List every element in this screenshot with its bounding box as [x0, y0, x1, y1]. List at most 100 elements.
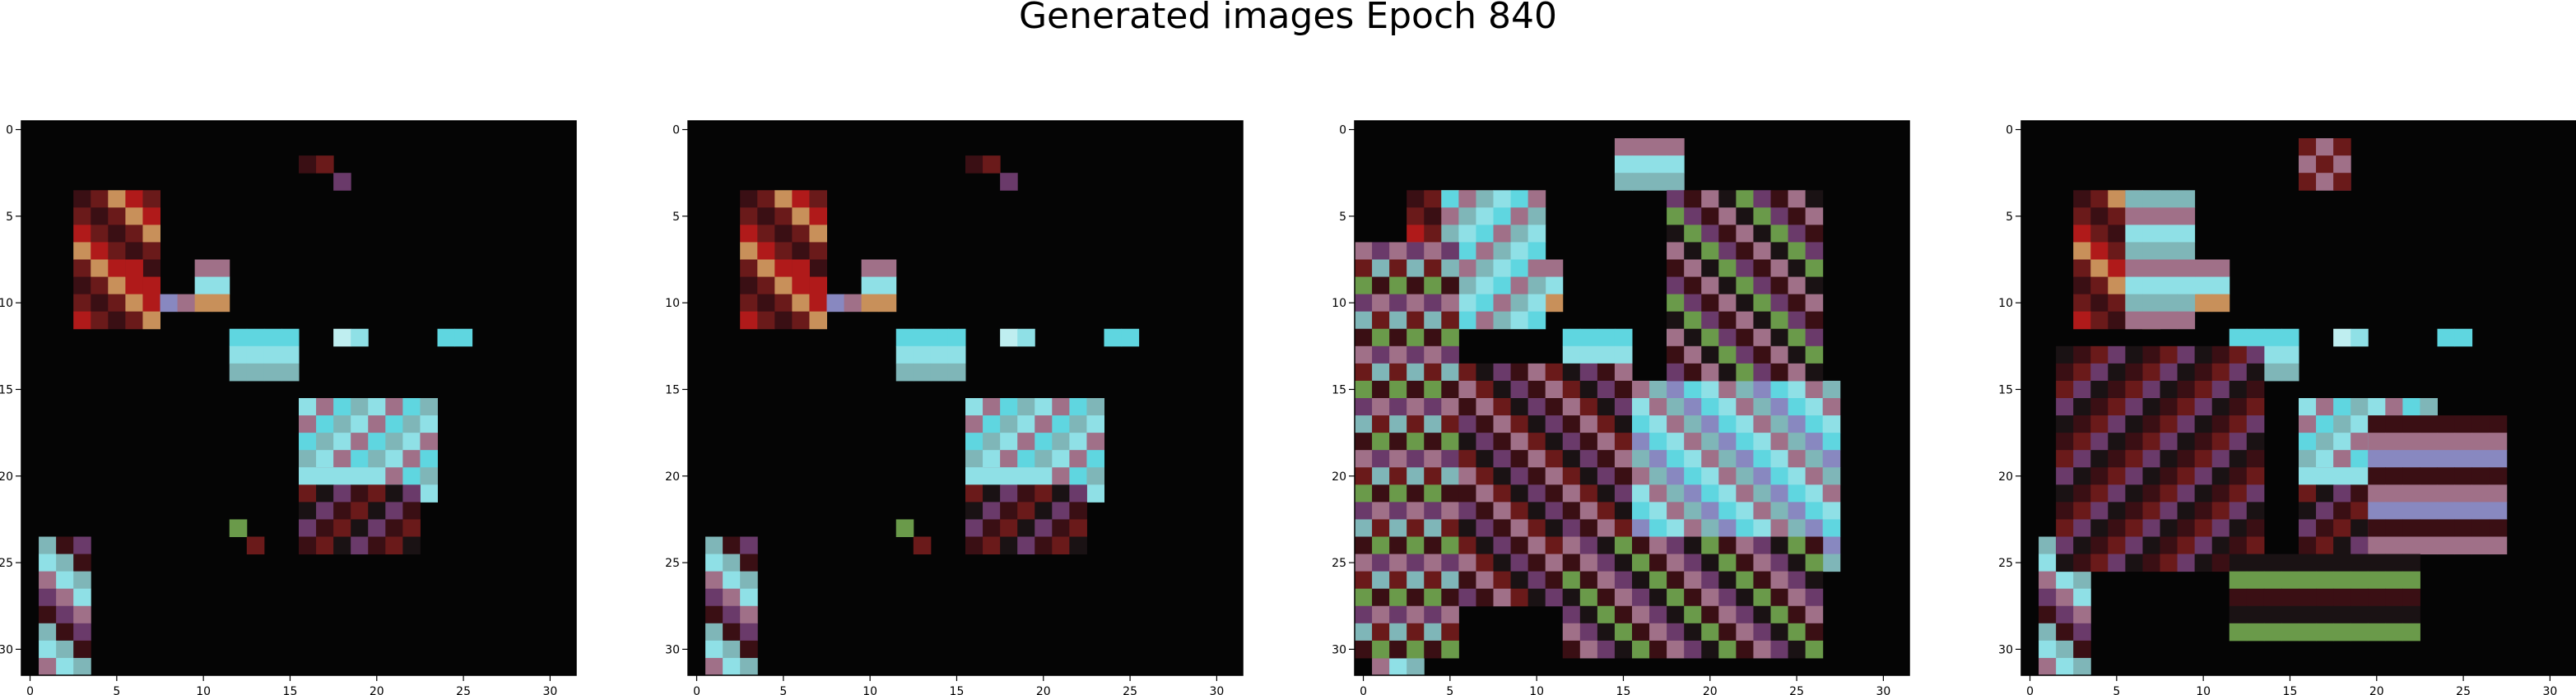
image-pixel	[1753, 294, 1771, 313]
image-pixel	[420, 467, 438, 485]
image-pixel	[1753, 484, 1771, 503]
image-pixel	[1753, 328, 1771, 347]
image-pixel	[420, 398, 438, 416]
image-pixel	[1527, 190, 1546, 208]
image-pixel	[2090, 450, 2109, 468]
image-pixel	[1069, 433, 1087, 451]
image-pixel	[2211, 433, 2230, 451]
image-pixel	[1424, 328, 1442, 347]
image-pixel	[1510, 588, 1529, 607]
image-pixel	[1527, 415, 1546, 433]
image-pixel	[2073, 640, 2091, 659]
image-pixel	[809, 242, 827, 260]
image-pixel	[1805, 190, 1824, 208]
image-pixel	[73, 190, 91, 208]
image-pixel	[757, 225, 775, 243]
image-pixel	[1614, 450, 1633, 468]
y-tick-label: 5	[672, 211, 680, 224]
image-pixel	[2385, 536, 2403, 555]
image-pixel	[1372, 380, 1390, 399]
image-pixel	[826, 294, 845, 313]
image-pixel	[2125, 415, 2143, 433]
image-pixel	[2471, 450, 2490, 468]
image-pixel	[1527, 259, 1546, 278]
image-pixel	[2177, 276, 2196, 295]
image-pixel	[983, 433, 1001, 451]
image-pixel	[983, 450, 1001, 468]
x-tick-label: 5	[1446, 685, 1453, 695]
image-pixel	[402, 450, 421, 468]
image-pixel	[2177, 345, 2196, 364]
image-pixel	[1753, 190, 1771, 208]
image-pixel	[194, 294, 213, 313]
image-pixel	[1562, 433, 1581, 451]
image-pixel	[2263, 363, 2282, 382]
image-pixel	[2194, 259, 2213, 278]
image-pixel	[1649, 155, 1667, 174]
image-pixel	[740, 225, 758, 243]
image-pixel	[1069, 519, 1087, 537]
image-pixel	[2402, 536, 2420, 555]
image-pixel	[39, 554, 57, 572]
image-pixel	[2454, 450, 2473, 468]
image-pixel	[2039, 605, 2057, 624]
image-pixel	[2489, 519, 2508, 537]
image-pixel	[757, 311, 775, 330]
image-pixel	[1510, 276, 1529, 295]
image-pixel	[2211, 536, 2230, 555]
image-pixel	[246, 536, 265, 555]
y-tick-label: 10	[0, 297, 13, 310]
image-pixel	[2420, 433, 2438, 451]
image-pixel	[1701, 207, 1719, 225]
image-pixel	[1684, 259, 1702, 278]
image-pixel	[1788, 311, 1806, 330]
image-pixel	[1441, 311, 1459, 330]
image-pixel	[1510, 554, 1529, 572]
image-pixel	[2246, 623, 2265, 642]
image-pixel	[2299, 519, 2317, 537]
image-pixel	[2402, 519, 2420, 537]
image-pixel	[1805, 398, 1824, 416]
image-pixel	[2420, 484, 2438, 503]
image-pixel	[1389, 259, 1407, 278]
image-pixel	[2385, 519, 2403, 537]
image-pixel	[299, 450, 317, 468]
image-pixel	[2385, 433, 2403, 451]
image-pixel	[1684, 536, 1702, 555]
image-pixel	[1701, 640, 1719, 659]
image-pixel	[895, 363, 914, 382]
image-pixel	[723, 657, 741, 676]
image-pixel	[2073, 502, 2091, 520]
image-pixel	[2385, 588, 2403, 607]
image-pixel	[212, 276, 230, 295]
image-pixel	[56, 554, 74, 572]
image-pixel	[2281, 605, 2299, 624]
image-pixel	[1389, 657, 1407, 676]
image-pixel	[1441, 225, 1459, 243]
image-pixel	[2177, 225, 2196, 243]
image-pixel	[1788, 605, 1806, 624]
image-pixel	[1545, 380, 1564, 399]
image-pixel	[792, 294, 810, 313]
image-pixel	[1684, 380, 1702, 399]
x-tick-label: 10	[2196, 685, 2211, 695]
image-pixel	[2489, 484, 2508, 503]
image-pixel	[1667, 173, 1685, 191]
image-pixel	[2471, 536, 2490, 555]
image-pixel	[740, 259, 758, 278]
image-pixel	[1701, 415, 1719, 433]
image-pixel	[2039, 536, 2057, 555]
image-pixel	[2160, 259, 2178, 278]
image-pixel	[2056, 467, 2074, 485]
image-pixel	[281, 363, 300, 382]
x-tick-label: 15	[2283, 685, 2298, 695]
image-pixel	[281, 345, 300, 364]
image-pixel	[108, 190, 126, 208]
image-pixel	[1510, 225, 1529, 243]
image-pixel	[2385, 467, 2403, 485]
image-pixel	[2246, 571, 2265, 590]
image-pixel	[1667, 467, 1685, 485]
image-pixel	[142, 225, 160, 243]
image-pixel	[56, 657, 74, 676]
image-pixel	[913, 363, 932, 382]
